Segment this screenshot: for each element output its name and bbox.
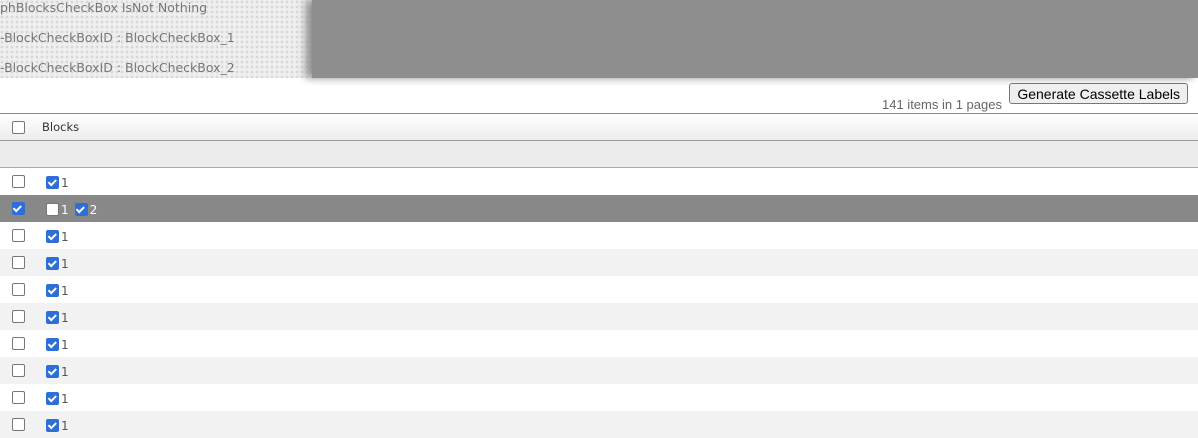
- debug-line: -BlockCheckBoxID : BlockCheckBox_2: [0, 60, 235, 75]
- block-checkbox[interactable]: [46, 392, 59, 405]
- column-header-blocks[interactable]: Blocks: [42, 120, 80, 134]
- block-item: 2: [74, 202, 98, 217]
- generate-cassette-labels-button[interactable]: Generate Cassette Labels: [1009, 83, 1188, 104]
- items-count: 141 items in 1 pages: [882, 97, 1002, 112]
- block-checkbox[interactable]: [46, 203, 59, 216]
- block-label: 1: [61, 283, 69, 298]
- blocks-cell: 1: [36, 309, 75, 325]
- block-checkbox[interactable]: [46, 284, 59, 297]
- block-label: 1: [61, 337, 69, 352]
- block-checkbox[interactable]: [74, 203, 88, 216]
- block-item: 1: [46, 230, 69, 244]
- blocks-cell: 1: [36, 390, 75, 406]
- blocks-cell: 1: [36, 228, 75, 244]
- row-select-checkbox[interactable]: [11, 391, 25, 404]
- table-row[interactable]: 1: [0, 303, 1198, 330]
- blocks-cell: 1: [36, 363, 75, 379]
- block-label: 1: [61, 310, 69, 325]
- block-item: 1: [46, 176, 69, 190]
- table-row[interactable]: 1: [0, 411, 1198, 438]
- block-label: 1: [61, 391, 69, 406]
- block-checkbox[interactable]: [46, 338, 59, 351]
- row-select-checkbox[interactable]: [11, 310, 25, 323]
- debug-output-panel: phBlocksCheckBox IsNot Nothing -BlockChe…: [0, 0, 1198, 78]
- blocks-cell: 1: [36, 255, 75, 271]
- row-select-checkbox[interactable]: [11, 418, 25, 431]
- block-item: 1: [46, 311, 69, 325]
- block-label: 1: [61, 202, 69, 217]
- block-checkbox[interactable]: [46, 257, 59, 270]
- table-row[interactable]: 1: [0, 276, 1198, 303]
- select-all-checkbox[interactable]: [11, 120, 25, 134]
- block-label: 1: [61, 418, 69, 433]
- block-checkbox[interactable]: [46, 419, 59, 432]
- block-label: 1: [61, 229, 69, 244]
- grid-header: Blocks: [0, 114, 1198, 141]
- table-row[interactable]: 1: [0, 330, 1198, 357]
- block-label: 1: [61, 175, 69, 190]
- overlay-shade: [312, 0, 1198, 78]
- row-select-checkbox[interactable]: [11, 283, 25, 296]
- debug-line: phBlocksCheckBox IsNot Nothing: [0, 0, 208, 15]
- row-select-checkbox[interactable]: [11, 364, 25, 377]
- row-select-checkbox[interactable]: [11, 202, 25, 215]
- block-item: 1: [46, 257, 69, 271]
- table-row[interactable]: 1: [0, 222, 1198, 249]
- block-item: 1: [46, 365, 69, 379]
- row-select-checkbox[interactable]: [11, 175, 25, 188]
- blocks-cell: 1: [36, 336, 75, 352]
- block-label: 2: [89, 202, 98, 217]
- block-checkbox[interactable]: [46, 365, 59, 378]
- block-checkbox[interactable]: [46, 176, 59, 189]
- table-row[interactable]: 1: [0, 384, 1198, 411]
- block-item: 1: [46, 338, 69, 352]
- table-row[interactable]: 1: [0, 357, 1198, 384]
- row-select-checkbox[interactable]: [11, 256, 25, 269]
- table-row[interactable]: 1: [0, 249, 1198, 276]
- debug-line: -BlockCheckBoxID : BlockCheckBox_1: [0, 30, 235, 45]
- blocks-cell: 1: [36, 417, 75, 433]
- blocks-cell: 1: [36, 174, 75, 190]
- block-item: 1: [46, 419, 69, 433]
- row-select-checkbox[interactable]: [11, 229, 25, 242]
- block-label: 1: [61, 256, 69, 271]
- block-checkbox[interactable]: [46, 311, 59, 324]
- block-item: 1: [46, 392, 69, 406]
- row-select-checkbox[interactable]: [11, 337, 25, 350]
- filter-row: [0, 141, 1198, 168]
- block-item: 1: [46, 203, 69, 217]
- block-label: 1: [61, 364, 69, 379]
- block-checkbox[interactable]: [46, 230, 59, 243]
- blocks-cell: 1: [36, 282, 75, 298]
- table-row[interactable]: 1: [0, 168, 1198, 195]
- block-item: 1: [46, 284, 69, 298]
